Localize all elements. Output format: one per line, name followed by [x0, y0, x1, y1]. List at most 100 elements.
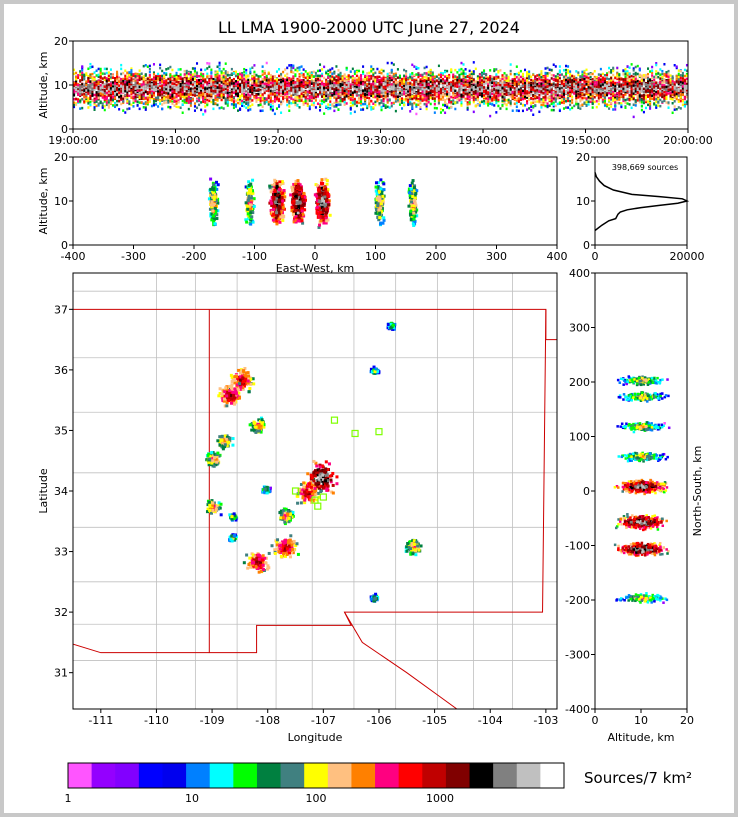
time-height-source	[81, 69, 84, 72]
time-height-source	[130, 91, 133, 94]
time-height-source	[372, 67, 375, 71]
time-height-source	[312, 101, 315, 105]
time-height-source	[319, 83, 322, 86]
time-height-source	[423, 88, 426, 92]
time-height-source	[81, 71, 84, 75]
time-height-source	[319, 69, 322, 72]
time-height-source	[460, 79, 463, 82]
time-height-source	[417, 85, 420, 88]
time-height-source	[234, 104, 237, 107]
time-height-source	[175, 97, 178, 101]
time-height-source	[138, 69, 141, 72]
time-height-source	[364, 81, 367, 84]
time-height-source	[87, 102, 90, 105]
time-height-source	[388, 98, 391, 101]
time-height-source	[243, 77, 246, 81]
time-height-source	[329, 82, 332, 85]
time-height-source	[374, 82, 377, 85]
time-height-source	[232, 88, 235, 92]
time-height-source	[116, 91, 119, 95]
time-height-source	[374, 86, 377, 90]
time-height-source	[216, 76, 219, 80]
time-height-source	[290, 88, 293, 92]
time-height-source	[130, 83, 133, 86]
time-height-source	[146, 77, 149, 81]
time-height-source	[132, 73, 135, 76]
time-height-source	[107, 90, 110, 93]
time-height-source	[300, 74, 303, 77]
time-height-source	[401, 87, 404, 91]
time-height-source	[431, 78, 434, 81]
time-height-source	[413, 86, 416, 90]
time-height-source	[124, 93, 127, 97]
time-height-source	[452, 99, 455, 102]
time-height-source	[75, 97, 78, 101]
time-height-source	[353, 110, 356, 114]
time-height-source	[132, 89, 135, 92]
time-height-source	[421, 99, 424, 102]
time-height-source	[97, 86, 100, 90]
time-height-source	[189, 92, 192, 95]
time-height-source	[269, 96, 272, 99]
time-height-source	[388, 81, 391, 84]
time-height-source	[185, 77, 188, 80]
time-height-source	[206, 67, 209, 70]
time-height-source	[288, 87, 291, 90]
time-height-source	[323, 91, 326, 94]
time-height-source	[105, 71, 108, 75]
time-height-source	[136, 100, 139, 104]
time-height-source	[323, 83, 326, 86]
time-height-source	[360, 75, 363, 78]
time-height-source	[450, 70, 453, 74]
time-height-source	[462, 63, 465, 66]
time-height-source	[411, 78, 414, 82]
time-height-source	[224, 89, 227, 93]
time-height-source	[349, 86, 352, 90]
time-height-source	[241, 71, 244, 75]
time-height-source	[85, 81, 88, 85]
time-height-source	[294, 97, 297, 100]
time-height-source	[181, 81, 184, 84]
time-height-source	[109, 96, 112, 99]
time-height-source	[419, 107, 422, 110]
time-height-source	[230, 82, 233, 85]
time-height-source	[136, 90, 139, 94]
time-height-source	[316, 69, 319, 73]
time-height-source	[390, 93, 393, 97]
time-height-source	[364, 74, 367, 78]
time-height-source	[75, 78, 78, 81]
time-height-source	[161, 69, 164, 73]
time-height-source	[278, 88, 281, 92]
time-height-source	[452, 92, 455, 95]
time-height-source	[429, 80, 432, 84]
time-height-source	[456, 98, 459, 101]
time-height-source	[273, 85, 276, 89]
time-height-source	[269, 89, 272, 93]
time-height-source	[183, 87, 186, 90]
time-height-source	[374, 95, 377, 99]
time-height-source	[312, 86, 315, 89]
time-height-source	[411, 83, 414, 86]
time-height-source	[337, 94, 340, 97]
time-height-source	[210, 79, 213, 82]
time-height-source	[114, 82, 117, 85]
time-height-source	[83, 97, 86, 101]
time-height-source	[173, 74, 176, 78]
time-height-source	[444, 111, 447, 115]
time-height-source	[300, 97, 303, 101]
time-height-source	[452, 102, 455, 105]
time-height-source	[165, 82, 168, 85]
time-height-source	[444, 79, 447, 82]
time-height-source	[165, 96, 168, 99]
time-height-source	[216, 65, 219, 69]
time-height-source	[126, 75, 129, 78]
time-height-source	[306, 99, 309, 102]
time-height-source	[185, 97, 188, 101]
time-height-source	[155, 75, 158, 78]
time-height-source	[183, 82, 186, 86]
time-height-source	[269, 105, 272, 108]
time-height-source	[107, 101, 110, 104]
time-height-source	[241, 83, 244, 87]
time-height-source	[204, 100, 207, 103]
time-height-source	[454, 101, 457, 104]
